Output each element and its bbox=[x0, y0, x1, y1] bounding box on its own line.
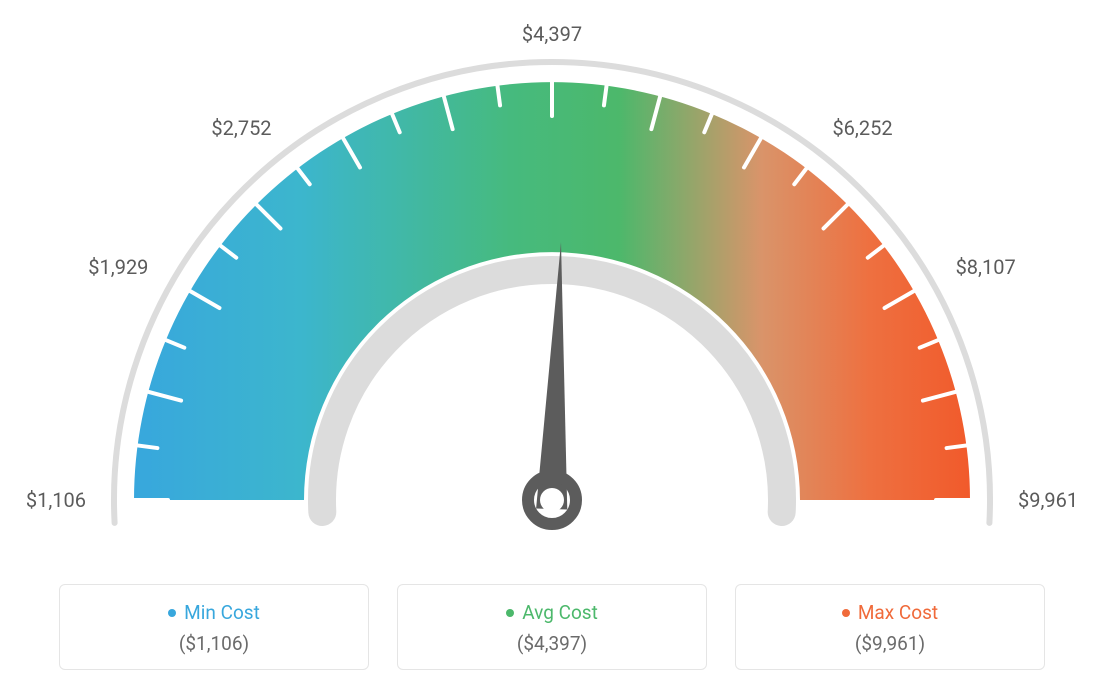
legend-title-min: Min Cost bbox=[168, 601, 260, 624]
gauge: $1,106 $1,929 $2,752 $4,397 $6,252 $8,107 $9,9… bbox=[0, 0, 1104, 560]
legend-label: Max Cost bbox=[858, 601, 938, 624]
gauge-tick-label: $8,107 bbox=[956, 255, 1016, 279]
legend-title-avg: Avg Cost bbox=[506, 601, 598, 624]
gauge-tick-label: $4,397 bbox=[522, 22, 582, 46]
dot-icon bbox=[842, 609, 850, 617]
gauge-tick-label: $2,752 bbox=[211, 116, 271, 140]
gauge-tick-label: $6,252 bbox=[832, 116, 892, 140]
gauge-svg bbox=[0, 0, 1104, 560]
legend-card-min: Min Cost ($1,106) bbox=[59, 584, 369, 670]
legend-label: Min Cost bbox=[184, 601, 260, 624]
gauge-tick-label: $9,961 bbox=[1018, 488, 1078, 512]
legend-card-max: Max Cost ($9,961) bbox=[735, 584, 1045, 670]
chart-container: $1,106 $1,929 $2,752 $4,397 $6,252 $8,107 $9,9… bbox=[0, 0, 1104, 690]
gauge-tick-label: $1,106 bbox=[26, 488, 86, 512]
legend-label: Avg Cost bbox=[522, 601, 598, 624]
legend-row: Min Cost ($1,106) Avg Cost ($4,397) Max … bbox=[0, 584, 1104, 670]
dot-icon bbox=[168, 609, 176, 617]
dot-icon bbox=[506, 609, 514, 617]
legend-value: ($9,961) bbox=[746, 632, 1034, 655]
legend-card-avg: Avg Cost ($4,397) bbox=[397, 584, 707, 670]
legend-title-max: Max Cost bbox=[842, 601, 938, 624]
legend-value: ($1,106) bbox=[70, 632, 358, 655]
legend-value: ($4,397) bbox=[408, 632, 696, 655]
gauge-tick-label: $1,929 bbox=[88, 255, 148, 279]
